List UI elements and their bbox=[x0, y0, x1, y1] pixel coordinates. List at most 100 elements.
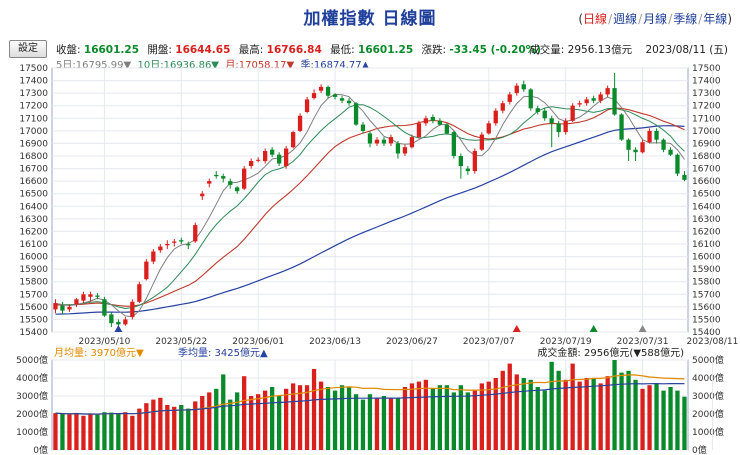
volume-tick-left: 1000億 bbox=[16, 426, 48, 438]
tabs-open-paren: ( bbox=[578, 12, 584, 26]
volume-bar bbox=[381, 396, 387, 450]
volume-bar bbox=[465, 392, 470, 450]
event-marker bbox=[589, 325, 598, 332]
volume-bar bbox=[612, 360, 617, 450]
volume-bar bbox=[619, 372, 624, 450]
candle-body bbox=[228, 181, 233, 185]
candle-body bbox=[647, 130, 652, 143]
quote-date: 2023/08/11 (五) bbox=[645, 44, 728, 56]
high-label: 最高: bbox=[238, 44, 264, 56]
tab-weekly[interactable]: 週線 bbox=[613, 12, 638, 26]
tabs-close-paren: ) bbox=[727, 12, 732, 26]
volume-bar bbox=[661, 390, 666, 450]
volume-bar bbox=[514, 374, 519, 450]
date-label: 2023/05/22 bbox=[155, 337, 207, 347]
candle-body bbox=[668, 149, 673, 155]
volume-bar bbox=[95, 414, 100, 450]
price-tick-left: 15500 bbox=[19, 315, 48, 325]
volume-amount-label: 成交金額: 2956億元(▼588億元) bbox=[537, 346, 684, 359]
tab-monthly[interactable]: 月線 bbox=[643, 12, 668, 26]
price-tick-right: 17300 bbox=[692, 89, 721, 99]
volume-bar bbox=[137, 408, 142, 450]
ma60-legend: 季:16874.77▲ bbox=[300, 60, 370, 71]
volume-bar bbox=[179, 405, 184, 450]
candle-body bbox=[388, 137, 394, 144]
volume-bar bbox=[507, 363, 512, 450]
volume-bar bbox=[165, 405, 170, 450]
volume-bar bbox=[74, 412, 79, 450]
price-tick-left: 16100 bbox=[19, 240, 48, 250]
date-label: 2023/06/27 bbox=[386, 337, 438, 347]
candle-body bbox=[486, 123, 491, 134]
price-tick-right: 16000 bbox=[692, 253, 721, 263]
volume-bar bbox=[682, 396, 687, 450]
volume-bar bbox=[53, 413, 58, 450]
price-tick-right: 16300 bbox=[692, 215, 721, 225]
candle-body bbox=[151, 251, 156, 262]
volume-bar bbox=[472, 390, 477, 450]
tab-daily[interactable]: 日線 bbox=[583, 12, 608, 26]
volume-date-line: 成交量: 2956.13億元 2023/08/11 (五) bbox=[529, 42, 728, 57]
volume-bar bbox=[144, 403, 149, 450]
volume-bar bbox=[668, 387, 673, 450]
volume-bar bbox=[297, 385, 303, 450]
price-tick-right: 15700 bbox=[692, 290, 721, 300]
volume-bar bbox=[570, 363, 575, 450]
candle-body bbox=[633, 149, 638, 153]
volume-bar bbox=[647, 385, 652, 450]
candle-body bbox=[60, 305, 65, 311]
date-label: 2023/07/31 bbox=[617, 337, 669, 347]
candle-body bbox=[214, 174, 219, 177]
candle-body bbox=[200, 193, 205, 197]
volume-bar bbox=[388, 397, 394, 450]
volume-bar bbox=[535, 387, 540, 450]
volume-bar bbox=[116, 413, 121, 450]
candle-body bbox=[612, 88, 617, 115]
candle-body bbox=[74, 299, 79, 305]
volume-bar bbox=[235, 392, 240, 450]
volume-bar bbox=[486, 381, 491, 450]
candle-body bbox=[179, 240, 184, 242]
volume-bar bbox=[67, 414, 72, 450]
volume-bar bbox=[444, 385, 449, 450]
candle-body bbox=[325, 86, 331, 96]
ma60-line bbox=[55, 125, 685, 315]
candle-body bbox=[123, 319, 128, 325]
tab-yearly[interactable]: 年線 bbox=[703, 12, 728, 26]
price-tick-right: 16800 bbox=[692, 152, 721, 162]
volume-bar bbox=[640, 388, 645, 450]
volume-bar bbox=[207, 392, 212, 450]
volume-bar bbox=[249, 396, 254, 450]
date-label: 2023/07/19 bbox=[540, 337, 592, 347]
candle-body bbox=[444, 124, 449, 134]
candle-body bbox=[458, 156, 463, 167]
volume-label: 成交量: bbox=[529, 44, 565, 56]
volume-bar bbox=[360, 399, 366, 450]
event-marker bbox=[638, 325, 647, 332]
volume-bar bbox=[626, 370, 631, 450]
price-tick-left: 16700 bbox=[19, 165, 48, 175]
page-title: 加權指數 日線圖 bbox=[303, 9, 437, 29]
candle-body bbox=[465, 168, 470, 172]
volume-bar bbox=[430, 388, 435, 450]
high-value: 16766.84 bbox=[266, 44, 322, 56]
settings-button[interactable]: 設定 bbox=[9, 40, 47, 58]
candle-body bbox=[542, 110, 547, 119]
quote-line: 收盤: 16601.25 開盤: 16644.65 最高: 16766.84 最… bbox=[56, 42, 541, 57]
volume-bar bbox=[256, 394, 261, 450]
ma-legend: 5日:16795.99▼ 10日:16936.86▼ 月:17058.17▼ 季… bbox=[56, 56, 369, 71]
price-tick-left: 17500 bbox=[19, 64, 48, 74]
candle-body bbox=[277, 154, 282, 164]
tab-quarterly[interactable]: 季線 bbox=[673, 12, 698, 26]
candle-body bbox=[416, 123, 422, 138]
close-label: 收盤: bbox=[56, 44, 81, 56]
volume-bar bbox=[584, 378, 589, 450]
candle-body bbox=[109, 314, 114, 324]
price-tick-right: 17400 bbox=[692, 77, 721, 87]
volume-bar bbox=[605, 376, 610, 450]
price-tick-left: 16900 bbox=[19, 139, 48, 149]
candle-body bbox=[81, 294, 86, 301]
candle-body bbox=[577, 103, 582, 105]
price-tick-left: 16600 bbox=[19, 177, 48, 187]
